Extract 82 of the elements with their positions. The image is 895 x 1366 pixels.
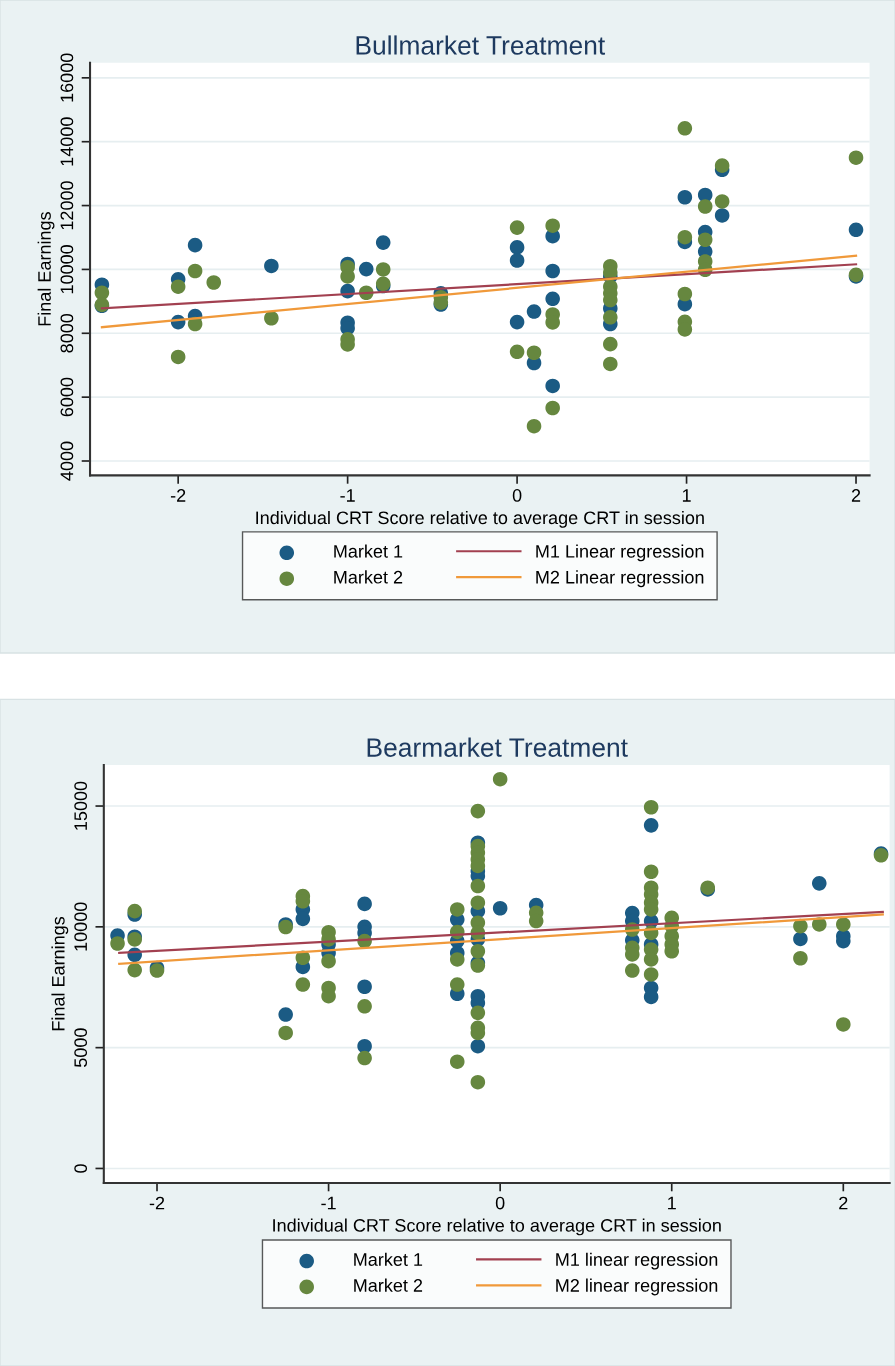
point — [526, 345, 542, 361]
point — [848, 150, 864, 165]
point — [94, 285, 110, 301]
point — [470, 1038, 486, 1054]
point — [603, 356, 618, 372]
chart-title: Bullmarket Treatment — [356, 35, 606, 55]
point — [603, 336, 618, 352]
x-tick-label: 1 — [668, 1196, 676, 1210]
legend-label: M1 linear regression — [556, 1252, 718, 1270]
point — [509, 220, 525, 235]
point — [812, 876, 827, 891]
point — [677, 286, 693, 302]
chart-title: Bearmarket Treatment — [367, 737, 628, 757]
y-tick-label: 16000 — [60, 53, 74, 102]
y-tick-label: 10000 — [74, 902, 88, 951]
point — [187, 237, 203, 253]
x-tick-label: 1 — [682, 489, 691, 502]
legend-label: Market 1 — [354, 1252, 423, 1266]
point — [677, 229, 693, 245]
point — [714, 208, 730, 223]
point — [264, 258, 279, 274]
point — [526, 418, 542, 434]
point — [545, 218, 560, 233]
point — [545, 291, 560, 307]
point — [677, 189, 693, 205]
y-tick-label: 6000 — [60, 377, 74, 417]
y-tick-label: 15000 — [74, 781, 88, 830]
point — [677, 121, 693, 136]
y-tick-label: 12000 — [60, 181, 74, 230]
y-tick-label: 10000 — [60, 245, 74, 294]
y-axis-title: Final Earnings — [51, 916, 69, 1031]
x-tick-label: 2 — [839, 1196, 848, 1210]
x-axis-title: Individual CRT Score relative to average CRT in session — [256, 510, 704, 528]
y-tick-label: 5000 — [74, 1028, 88, 1068]
point — [278, 1007, 293, 1022]
point — [206, 275, 222, 290]
x-tick-label: 2 — [851, 489, 861, 502]
point — [697, 199, 713, 214]
point — [509, 253, 525, 268]
point — [358, 261, 374, 277]
legend-label: M2 Linear regression — [536, 570, 704, 588]
y-tick-label: 14000 — [60, 117, 74, 166]
point — [714, 158, 730, 173]
point — [545, 263, 560, 279]
y-axis-title: Final Earnings — [37, 212, 55, 326]
x-tick-label: 0 — [495, 1196, 505, 1210]
point — [509, 314, 525, 330]
point — [170, 349, 186, 365]
legend-label: M1 Linear regression — [536, 544, 704, 562]
point — [603, 310, 618, 325]
x-axis-title: Individual CRT Score relative to average CRT in session — [273, 1218, 721, 1236]
legend-label: Market 2 — [354, 1278, 423, 1292]
x-tick-label: -1 — [340, 489, 355, 502]
x-tick-label: 0 — [512, 489, 522, 502]
point — [643, 818, 659, 833]
point — [170, 279, 186, 294]
point — [793, 931, 808, 947]
y-tick-label: 8000 — [60, 313, 74, 353]
x-tick-label: -2 — [149, 1196, 165, 1210]
y-tick-label: 4000 — [60, 441, 74, 481]
point — [375, 262, 391, 277]
point — [509, 344, 525, 360]
legend-label: Market 1 — [334, 544, 403, 558]
point — [492, 900, 508, 916]
y-tick-label: 0 — [74, 1164, 88, 1173]
point — [526, 304, 542, 319]
point — [848, 222, 864, 238]
point — [357, 896, 372, 912]
point — [545, 378, 560, 394]
point — [509, 240, 525, 255]
point — [714, 194, 730, 209]
x-tick-label: -2 — [170, 489, 186, 502]
legend-label: M2 linear regression — [556, 1278, 718, 1296]
point — [375, 235, 391, 250]
point — [357, 979, 372, 995]
point — [697, 232, 713, 248]
point — [340, 269, 355, 284]
point — [264, 310, 279, 326]
x-tick-label: -1 — [321, 1196, 336, 1210]
point — [545, 400, 560, 416]
legend-label: Market 2 — [334, 570, 403, 584]
point — [187, 263, 203, 279]
